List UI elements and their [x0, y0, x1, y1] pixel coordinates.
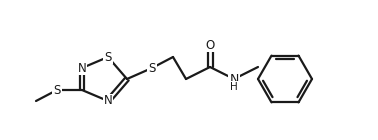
Text: H: H — [230, 82, 238, 92]
Text: S: S — [104, 51, 112, 64]
Text: S: S — [53, 83, 61, 96]
Text: O: O — [205, 38, 215, 52]
Text: N: N — [104, 94, 112, 108]
Text: N: N — [229, 73, 239, 86]
Text: S: S — [148, 61, 156, 74]
Text: N: N — [77, 61, 87, 74]
